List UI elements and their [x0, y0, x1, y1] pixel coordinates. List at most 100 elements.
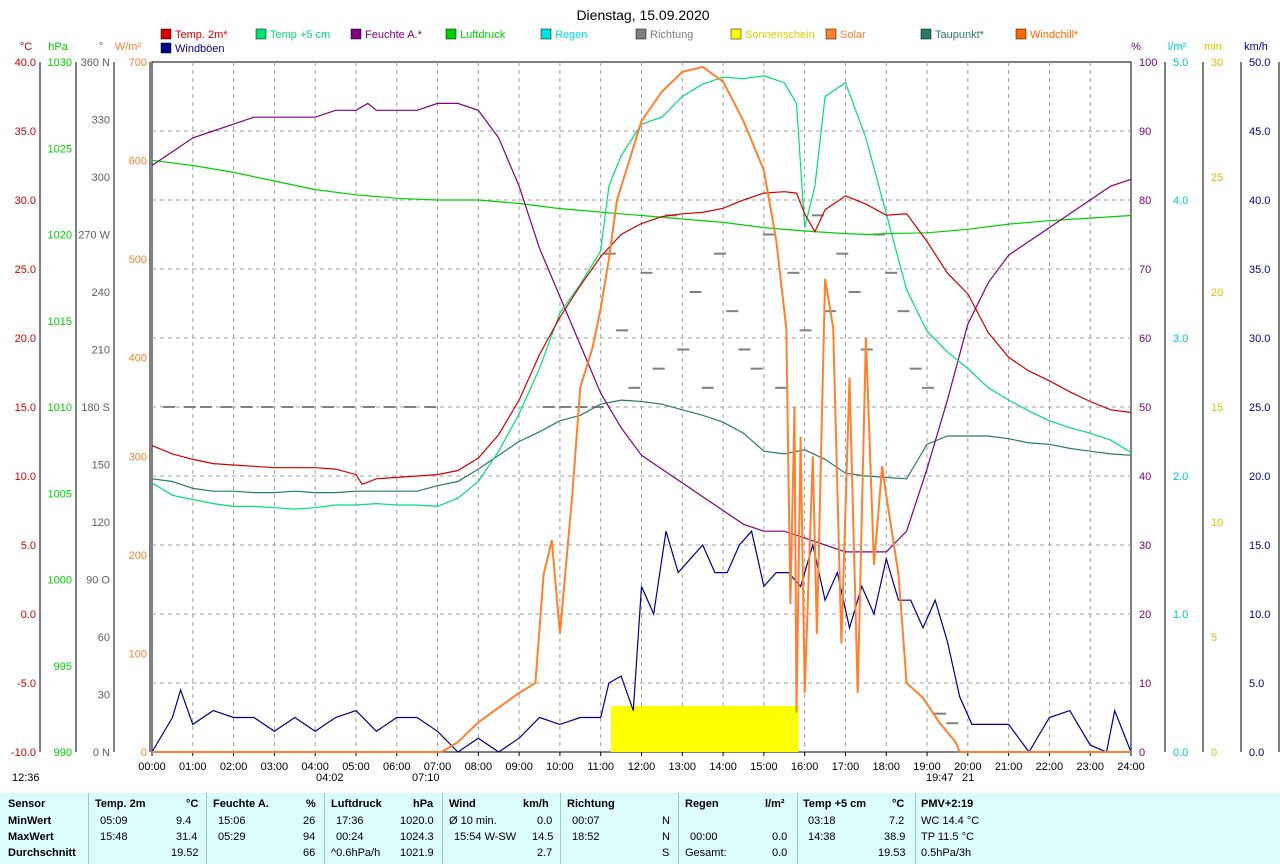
footer-wind-max: 14.5	[532, 831, 554, 843]
footer-direction-max: N	[662, 831, 670, 843]
series-temp-2m	[151, 191, 1132, 486]
axis-tick-sun-0: 30	[1211, 57, 1223, 69]
footer-pressure-unit: hPa	[413, 798, 434, 810]
axes: 00:00 01:00 02:00 03:00 04:00 05:00 06:00 07:00…	[11, 41, 1280, 773]
axis-unit-solar: W/m²	[115, 41, 142, 53]
axis-tick-wind-8: 10.0	[1249, 609, 1270, 621]
footer-direction-min: N	[662, 815, 670, 827]
x-tick-label-5: 05:00	[342, 761, 370, 773]
direction-point-9	[342, 406, 355, 408]
axis-tick-humidity-5: 50	[1139, 402, 1151, 414]
direction-point-6	[281, 406, 294, 408]
axis-tick-direction-0: 360 N	[81, 57, 110, 69]
axis-tick-temp-7: 5.0	[21, 540, 36, 552]
direction-point-33	[787, 271, 800, 274]
x-tick-label-3: 03:00	[261, 761, 289, 773]
x-tick-label-13: 13:00	[669, 761, 697, 773]
direction-point-26	[701, 386, 714, 389]
footer-humidity-avg: 66	[303, 847, 316, 859]
direction-point-2	[199, 406, 212, 408]
axis-unit-wind: km/h	[1244, 41, 1268, 53]
axis-tick-sun-3: 15	[1211, 402, 1223, 414]
series-solar	[152, 65, 1131, 753]
footer-sensor-header: Sensor	[8, 798, 46, 810]
footer-wind-max-time: 15:54 W-SW	[454, 831, 517, 843]
footer-temp2m-unit: °C	[186, 798, 199, 810]
axis-tick-humidity-9: 10	[1139, 678, 1151, 690]
direction-point-21	[640, 271, 653, 274]
axis-tick-direction-4: 240	[92, 287, 110, 299]
series-feuchte-a	[151, 102, 1132, 553]
direction-point-31	[762, 233, 775, 236]
axis-tick-humidity-4: 60	[1139, 333, 1151, 345]
footer-temp5-max: 38.9	[884, 831, 906, 843]
legend-swatch-3	[445, 28, 457, 40]
x-tick-label-19: 19:00	[913, 761, 941, 773]
x-tick-label-2: 02:00	[220, 761, 248, 773]
axis-tick-solar-3: 400	[129, 353, 147, 365]
axis-tick-wind-6: 20.0	[1249, 471, 1270, 483]
x-tick-label-12: 12:00	[628, 761, 656, 773]
legend-swatch-5	[635, 28, 647, 40]
axis-tick-humidity-8: 20	[1139, 609, 1151, 621]
axis-tick-wind-7: 15.0	[1249, 540, 1270, 552]
legend-label-3: Luftdruck	[460, 29, 506, 41]
axis-unit-pressure: hPa	[48, 41, 68, 53]
axis-tick-humidity-6: 40	[1139, 471, 1151, 483]
axis-tick-solar-2: 500	[129, 254, 147, 266]
direction-point-3	[220, 406, 233, 408]
footer-wind-avg: 2.7	[537, 847, 553, 859]
footer-row-max: MaxWert	[8, 831, 54, 843]
footer-temp2m-max: 31.4	[176, 831, 198, 843]
x-tick-label-23: 23:00	[1076, 761, 1104, 773]
x-tick-label-17: 17:00	[832, 761, 860, 773]
legend-label-8: Taupunkt*	[935, 29, 985, 41]
series-temp-5-cm	[151, 75, 1132, 510]
statistics-footer: Sensor MinWert MaxWert Durchschnitt Temp…	[0, 793, 1280, 864]
x-tick-label-18: 18:00	[872, 761, 900, 773]
direction-point-38	[848, 291, 861, 293]
legend-label-4: Regen	[555, 29, 587, 41]
footer-wind-header: Wind	[449, 798, 476, 810]
footer-temp2m-min: 9.4	[176, 815, 192, 827]
axis-tick-solar-0: 700	[129, 57, 147, 69]
axis-tick-rain-0: 5.0	[1173, 57, 1188, 69]
footer-temp2m-header: Temp. 2m	[95, 798, 146, 810]
axis-tick-sun-1: 25	[1211, 172, 1223, 184]
direction-point-4	[240, 406, 253, 408]
axis-tick-direction-1: 330	[92, 115, 110, 127]
axis-tick-rain-3: 2.0	[1173, 471, 1188, 483]
axis-tick-pressure-3: 1015	[48, 316, 72, 328]
footer-pmv-trend: 0.5hPa/3h	[921, 847, 972, 859]
series-luftdruck	[151, 159, 1132, 236]
marker-label-0: 12:36	[12, 772, 40, 784]
x-tick-label-16: 16:00	[791, 761, 819, 773]
axis-tick-temp-3: 25.0	[15, 264, 36, 276]
footer-rain-unit: l/m²	[765, 798, 785, 810]
axis-tick-solar-4: 300	[129, 451, 147, 463]
axis-tick-solar-6: 100	[129, 648, 147, 660]
legend-label-6: Sonnenschein	[745, 29, 815, 41]
footer-temp5-header: Temp +5 cm	[803, 798, 867, 810]
axis-tick-humidity-10: 0	[1139, 747, 1145, 759]
axis-tick-solar-7: 0	[141, 747, 147, 759]
x-tick-label-21: 21:00	[995, 761, 1023, 773]
direction-point-45	[934, 712, 947, 715]
axis-unit-humidity: %	[1131, 41, 1141, 53]
axis-tick-direction-5: 210	[92, 345, 110, 357]
axis-tick-direction-3: 270 W	[78, 230, 110, 242]
footer-pressure-max-time: 00:24	[336, 831, 364, 843]
axis-tick-temp-0: 40.0	[15, 57, 36, 69]
footer-temp5-avg: 19.53	[878, 847, 906, 859]
time-markers: 12:36 04:02 07:10 19:47 21	[12, 772, 974, 784]
legend-swatch-9	[1015, 28, 1027, 40]
axis-tick-direction-9: 90 O	[86, 575, 110, 587]
axis-tick-temp-6: 10.0	[15, 471, 36, 483]
x-tick-label-10: 10:00	[546, 761, 574, 773]
footer-pressure-min: 1020.0	[400, 815, 434, 827]
legend-label-1: Temp +5 cm	[270, 29, 330, 41]
axis-tick-solar-5: 200	[129, 550, 147, 562]
axis-tick-humidity-0: 100	[1139, 57, 1157, 69]
legend-label-0: Temp. 2m*	[175, 29, 228, 41]
axis-tick-direction-10: 60	[98, 632, 110, 644]
